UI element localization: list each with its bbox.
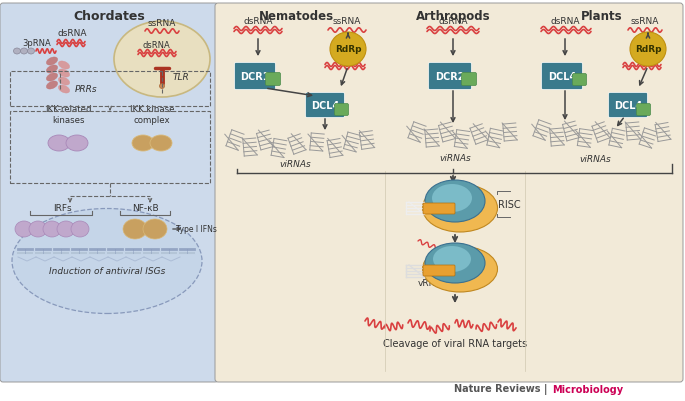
Ellipse shape <box>114 22 210 98</box>
Text: DCR2: DCR2 <box>435 72 464 82</box>
Text: ssRNA: ssRNA <box>148 20 176 28</box>
FancyBboxPatch shape <box>306 93 345 118</box>
Text: IKK-related
kinases: IKK-related kinases <box>45 105 91 124</box>
Text: viRNAs: viRNAs <box>439 154 471 163</box>
Ellipse shape <box>66 136 88 152</box>
Text: dsRNA: dsRNA <box>243 18 273 26</box>
Text: vRNA: vRNA <box>418 279 443 288</box>
Text: Chordates: Chordates <box>73 10 145 23</box>
Text: IRFs: IRFs <box>53 204 71 213</box>
Ellipse shape <box>425 180 485 223</box>
Ellipse shape <box>160 84 164 89</box>
Text: Cleavage of viral RNA targets: Cleavage of viral RNA targets <box>383 338 527 348</box>
Ellipse shape <box>48 136 70 152</box>
Text: TLR: TLR <box>173 72 190 81</box>
Text: Induction of antiviral ISGs: Induction of antiviral ISGs <box>49 267 165 276</box>
Ellipse shape <box>132 136 154 152</box>
Ellipse shape <box>15 221 33 237</box>
Ellipse shape <box>27 49 34 55</box>
Text: viRNAs: viRNAs <box>579 155 611 164</box>
Text: dsRNA: dsRNA <box>550 18 580 26</box>
Text: viRNAs: viRNAs <box>279 160 311 169</box>
Text: Type I IFNs: Type I IFNs <box>175 225 216 234</box>
Text: RdRp: RdRp <box>635 45 661 55</box>
Text: Nematodes: Nematodes <box>258 10 334 23</box>
FancyBboxPatch shape <box>266 73 280 86</box>
Text: DCR1: DCR1 <box>240 72 270 82</box>
FancyBboxPatch shape <box>608 93 647 118</box>
Text: DCL4: DCL4 <box>614 101 642 111</box>
Ellipse shape <box>47 82 58 90</box>
Ellipse shape <box>432 184 472 213</box>
Ellipse shape <box>143 219 167 239</box>
Ellipse shape <box>71 221 89 237</box>
Text: Arthropods: Arthropods <box>416 10 490 23</box>
Ellipse shape <box>123 219 147 239</box>
Text: Plants: Plants <box>581 10 623 23</box>
Ellipse shape <box>12 209 202 314</box>
Text: RISC: RISC <box>498 200 521 209</box>
FancyBboxPatch shape <box>462 73 477 86</box>
Text: 3pRNA: 3pRNA <box>22 39 51 49</box>
Ellipse shape <box>58 78 70 86</box>
FancyBboxPatch shape <box>234 63 275 90</box>
Text: DCL4: DCL4 <box>548 72 576 82</box>
FancyBboxPatch shape <box>0 4 218 382</box>
Text: DCL4: DCL4 <box>311 101 339 111</box>
FancyBboxPatch shape <box>423 203 455 215</box>
Ellipse shape <box>47 74 58 82</box>
Text: Microbiology: Microbiology <box>552 384 623 394</box>
Text: NF-κB: NF-κB <box>132 204 158 213</box>
Ellipse shape <box>21 49 27 55</box>
FancyBboxPatch shape <box>215 4 683 382</box>
FancyBboxPatch shape <box>542 63 582 90</box>
Ellipse shape <box>57 221 75 237</box>
Ellipse shape <box>58 86 70 94</box>
FancyBboxPatch shape <box>334 104 349 116</box>
Ellipse shape <box>330 33 366 67</box>
Text: RdRp: RdRp <box>335 45 361 55</box>
Ellipse shape <box>630 33 666 67</box>
Text: Nature Reviews |: Nature Reviews | <box>455 383 548 395</box>
Ellipse shape <box>423 184 497 233</box>
FancyBboxPatch shape <box>429 63 471 90</box>
FancyBboxPatch shape <box>636 104 651 116</box>
Text: dsRNA: dsRNA <box>58 29 87 38</box>
Ellipse shape <box>58 62 70 70</box>
Ellipse shape <box>43 221 61 237</box>
Ellipse shape <box>47 58 58 66</box>
Ellipse shape <box>423 246 497 292</box>
Text: ssRNA: ssRNA <box>333 18 361 26</box>
FancyBboxPatch shape <box>423 265 455 276</box>
Ellipse shape <box>29 221 47 237</box>
Ellipse shape <box>14 49 21 55</box>
FancyBboxPatch shape <box>573 74 586 86</box>
Ellipse shape <box>58 70 70 78</box>
Text: dsRNA: dsRNA <box>438 18 468 26</box>
Text: IKK kinase
complex: IKK kinase complex <box>129 105 174 124</box>
Ellipse shape <box>47 66 58 74</box>
Text: ssRNA: ssRNA <box>631 18 659 26</box>
Ellipse shape <box>150 136 172 152</box>
Ellipse shape <box>433 246 471 272</box>
Ellipse shape <box>425 243 485 283</box>
Text: PRRs: PRRs <box>75 85 98 94</box>
Text: dsRNA: dsRNA <box>142 41 170 51</box>
